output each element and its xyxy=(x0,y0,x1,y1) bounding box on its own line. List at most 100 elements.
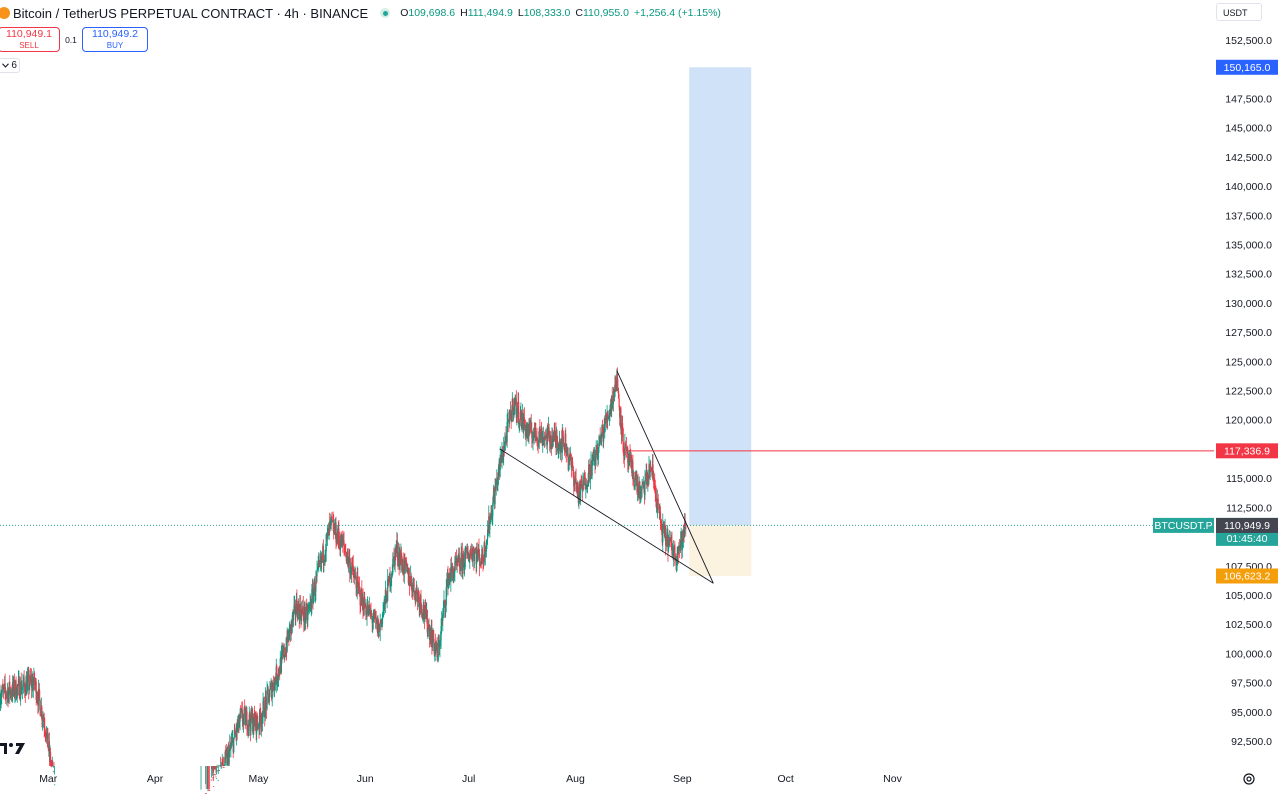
candle-body xyxy=(312,592,315,603)
candle-body xyxy=(294,602,296,616)
candle-body xyxy=(634,486,636,488)
symbol-tag: BTCUSDT.P xyxy=(1154,520,1212,532)
candle-body xyxy=(315,575,317,592)
candle-body xyxy=(607,413,609,419)
symbol-title[interactable]: Bitcoin / TetherUS PERPETUAL CONTRACT · … xyxy=(13,5,369,21)
high-value: 111,494.9 xyxy=(467,7,513,19)
candle-body xyxy=(335,522,337,543)
candle-body xyxy=(250,709,252,731)
candle-body xyxy=(386,601,388,603)
candle-body xyxy=(209,790,211,791)
position-zones[interactable] xyxy=(0,67,1214,576)
candle-body xyxy=(379,622,381,631)
candle-body xyxy=(661,525,663,532)
candle-body xyxy=(566,450,568,455)
candle-body xyxy=(380,622,382,623)
candle-body xyxy=(13,679,15,695)
stop-zone xyxy=(689,525,752,576)
price-axis[interactable]: 92,500.0 95,000.0 97,500.0 100,000.0 102,500… xyxy=(1225,35,1272,748)
candle-body xyxy=(548,427,550,432)
candle-body xyxy=(446,582,448,588)
candle-body xyxy=(362,596,364,611)
price-tick-label: 130,000.0 xyxy=(1225,298,1272,310)
candle-body xyxy=(213,786,215,788)
candle-body xyxy=(477,554,479,559)
candle-body xyxy=(504,441,506,450)
candle-body xyxy=(671,541,673,555)
candle-body xyxy=(351,562,353,569)
candle-body xyxy=(215,778,218,780)
candle-body xyxy=(673,547,675,559)
candle-body xyxy=(553,431,555,442)
candle-body xyxy=(291,614,293,626)
candle-body xyxy=(238,715,240,727)
candle-body xyxy=(559,445,562,452)
candle-body xyxy=(381,614,384,625)
candle-body xyxy=(480,563,482,565)
candle-body xyxy=(6,693,8,696)
candle-body xyxy=(658,508,660,513)
sell-button[interactable]: 110,949.1 SELL xyxy=(0,27,60,52)
candle-body xyxy=(445,605,447,608)
candle-body xyxy=(652,464,654,472)
candle-body xyxy=(544,435,546,441)
candle-body xyxy=(580,483,582,498)
low-label: L xyxy=(517,7,524,19)
candle-body xyxy=(253,713,255,728)
time-axis[interactable]: Mar Apr May Jun Jul Aug Sep Oct Nov xyxy=(39,773,902,785)
candle-body xyxy=(272,682,274,690)
bid-price-label-bg xyxy=(1216,517,1278,533)
indicators-toggle[interactable]: 6 xyxy=(0,58,20,73)
candle-body xyxy=(508,410,511,424)
candle-body xyxy=(621,423,623,435)
candle-body xyxy=(473,552,476,562)
candle-body xyxy=(424,604,427,610)
candle-body xyxy=(348,559,350,564)
candle-body xyxy=(572,466,574,476)
candle-body xyxy=(322,545,324,564)
candle-body xyxy=(265,696,267,701)
candle-body xyxy=(442,613,444,621)
candle-body xyxy=(543,437,545,440)
candle-body xyxy=(392,556,395,559)
candle-body xyxy=(550,436,552,445)
candle-body xyxy=(35,681,37,700)
candle-body xyxy=(461,552,463,554)
time-tick-label: Jun xyxy=(357,773,374,785)
candle-body xyxy=(501,450,504,461)
market-open-icon[interactable] xyxy=(380,8,391,18)
candle-body xyxy=(586,485,588,490)
candle-body xyxy=(458,556,461,568)
candle-body xyxy=(627,448,629,463)
candle-body xyxy=(331,516,333,521)
candle-body xyxy=(516,408,518,418)
candle-body xyxy=(676,555,678,561)
candle-body xyxy=(463,554,465,568)
candle-body xyxy=(10,690,12,696)
candle-body xyxy=(629,453,631,460)
candle-body xyxy=(509,410,512,418)
candle-body xyxy=(286,630,288,652)
candle-body xyxy=(280,653,283,673)
candle-body xyxy=(269,685,272,689)
candle-body xyxy=(575,478,577,485)
candle-body xyxy=(385,593,388,603)
candle-body xyxy=(297,603,299,620)
currency-button[interactable]: USDT xyxy=(1216,3,1262,21)
candle-body xyxy=(679,545,681,548)
candle-body xyxy=(552,441,554,447)
candle-body xyxy=(420,605,423,614)
candle-body xyxy=(624,443,626,458)
candle-body xyxy=(256,715,258,724)
candle-body xyxy=(428,625,430,627)
drawings[interactable] xyxy=(499,370,1214,584)
settings-icon[interactable] xyxy=(1242,772,1256,786)
low-value: 108,333.0 xyxy=(523,7,571,19)
candle-body xyxy=(53,771,55,773)
candle-body xyxy=(37,689,40,706)
candle-body xyxy=(391,575,393,578)
tradingview-logo-icon[interactable] xyxy=(0,742,26,755)
buy-button[interactable]: 110,949.2 BUY xyxy=(82,27,148,52)
price-tick-label: 125,000.0 xyxy=(1225,356,1272,368)
